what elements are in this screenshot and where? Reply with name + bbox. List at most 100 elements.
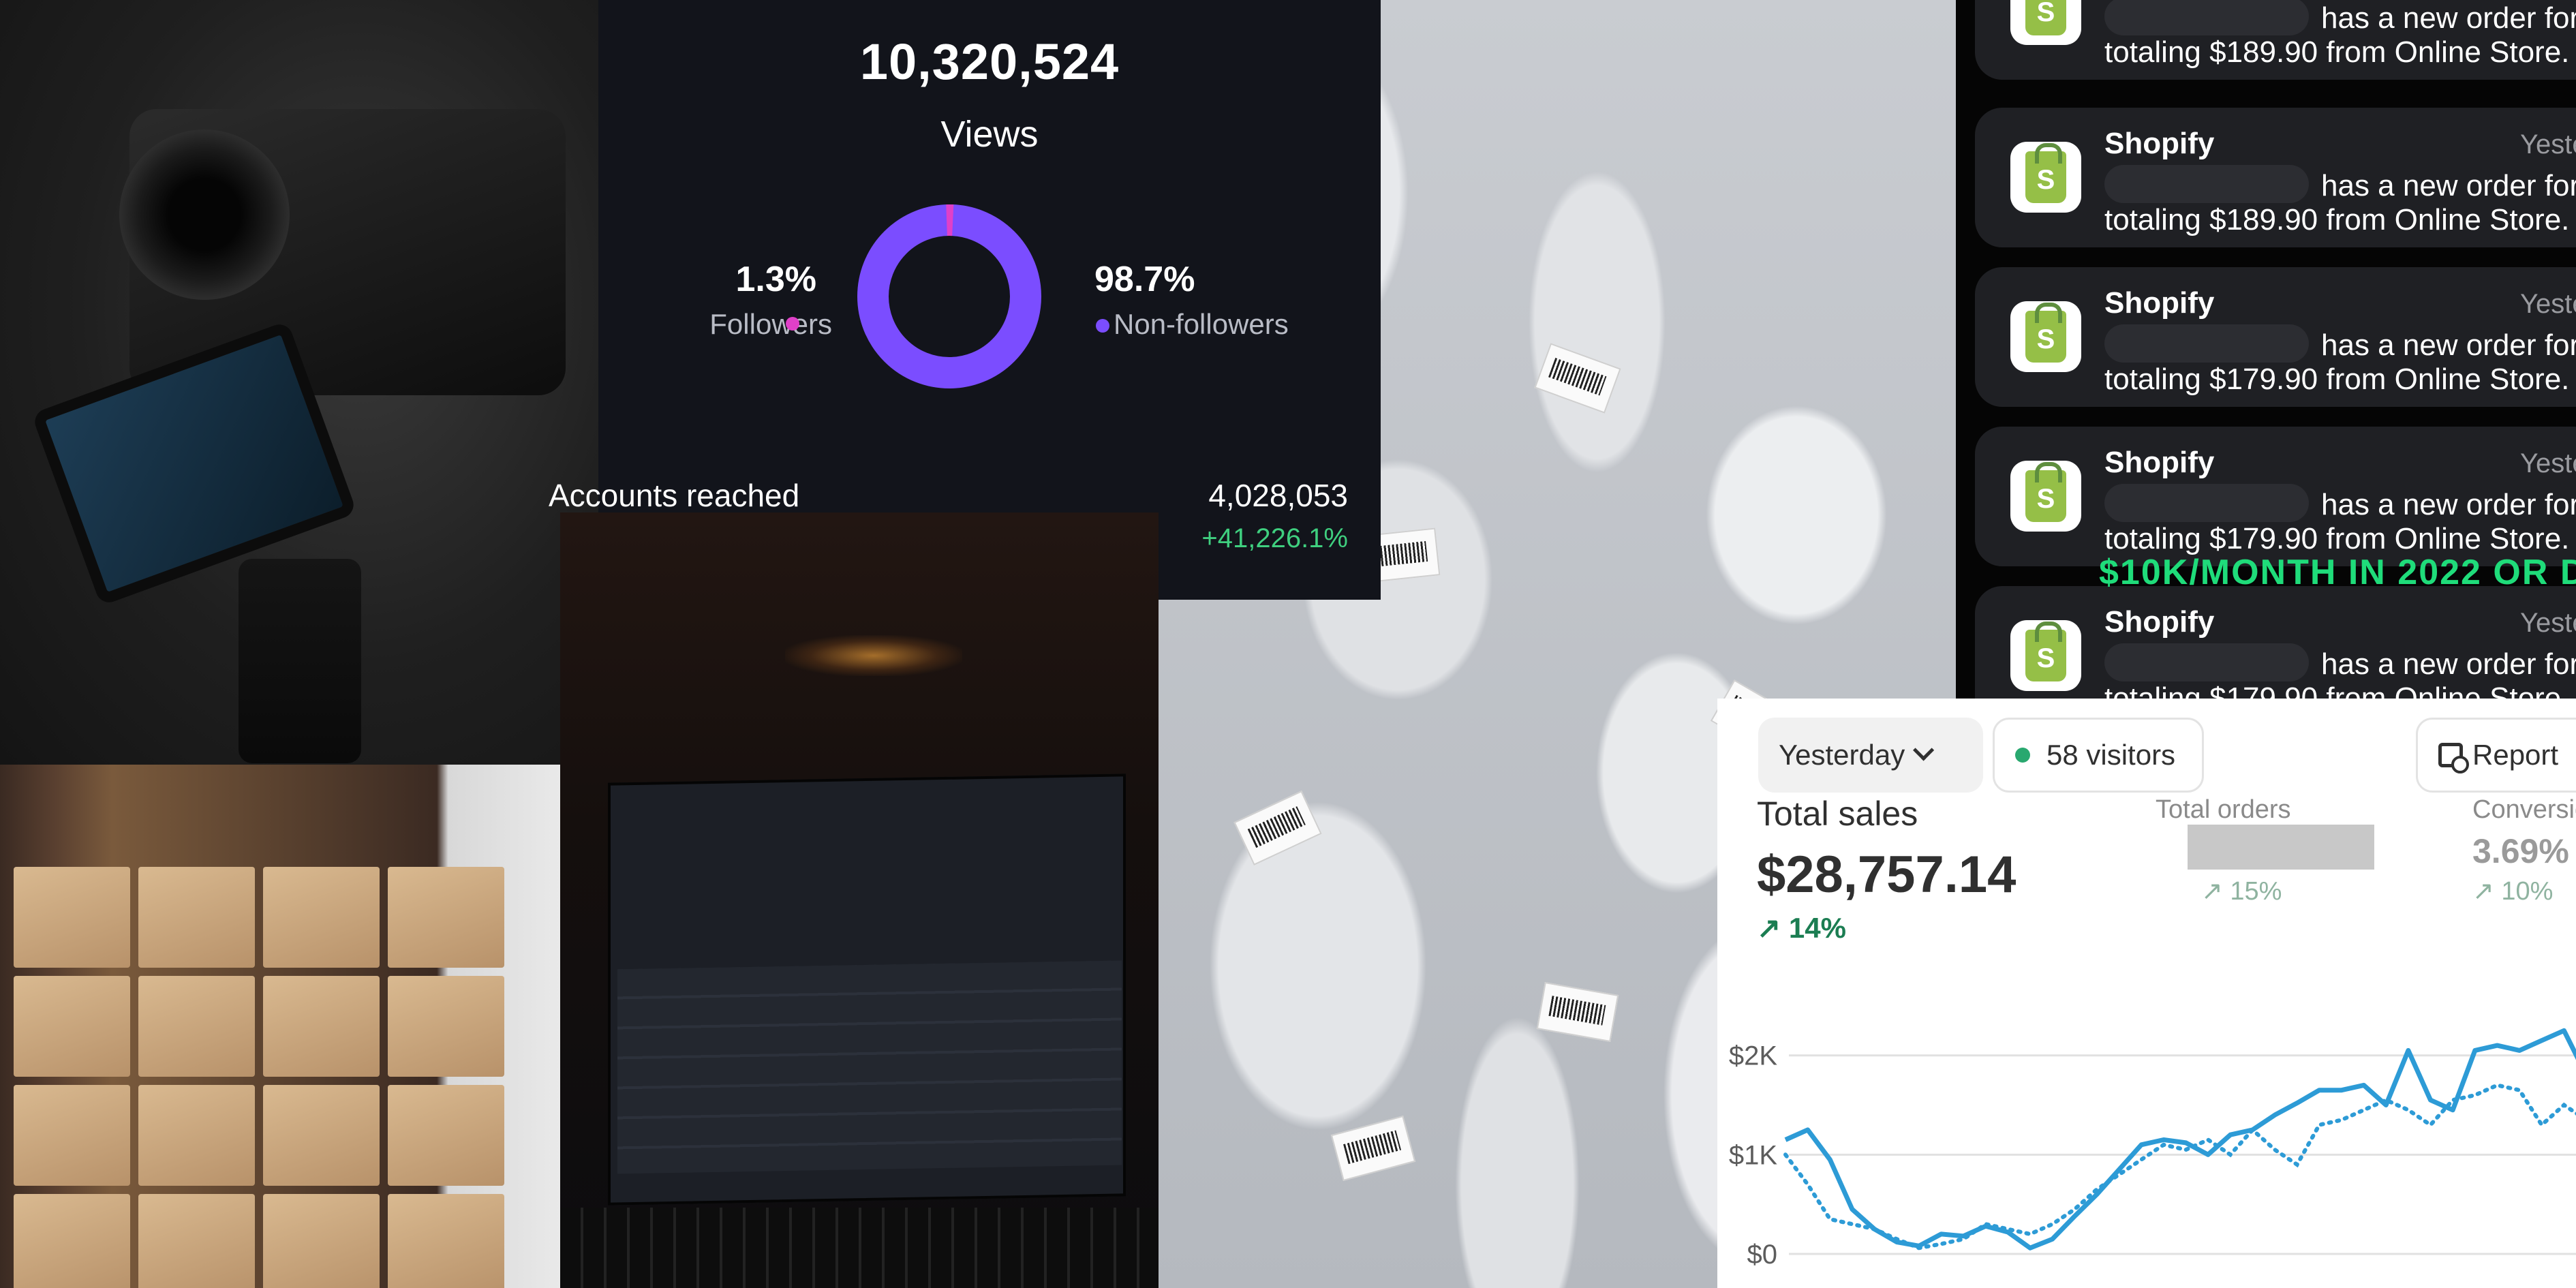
redacted-store-name xyxy=(2104,484,2309,522)
shopify-icon: S xyxy=(2010,301,2081,372)
redacted-store-name xyxy=(2104,643,2309,681)
notification-time: Yesterday xyxy=(2520,129,2576,159)
conversion-rate-change: ↗ 10% xyxy=(2472,877,2554,906)
nonfollowers-legend-dot xyxy=(1096,319,1109,333)
order-notification[interactable]: S Shopify Yesterday has a new order for … xyxy=(1975,427,2576,566)
video-editor-photo xyxy=(560,512,1159,1288)
cardboard-box xyxy=(138,1085,255,1186)
notification-time: Yesterday xyxy=(2520,289,2576,319)
shopify-icon: S xyxy=(2010,620,2081,691)
notification-text: has a new order for 1 xyxy=(2321,1,2576,35)
followers-arc xyxy=(857,204,1041,388)
editor-timeline xyxy=(617,960,1122,1174)
accounts-reached-background xyxy=(1159,470,1381,600)
order-notification[interactable]: S Shopify Yesterday has a new order for … xyxy=(1975,108,2576,247)
notification-text: has a new order for 1 xyxy=(2321,488,2576,521)
date-filter-dropdown[interactable]: Yesterday xyxy=(1758,718,1983,793)
shopify-icon: S xyxy=(2010,0,2081,45)
accounts-reached-label: Accounts reached xyxy=(549,478,800,513)
total-sales-change: ↗ 14% xyxy=(1757,912,1846,944)
cardboard-box xyxy=(14,867,130,968)
total-sales-value: $28,757.14 xyxy=(1757,846,2017,904)
cardboard-box xyxy=(263,867,380,968)
notification-text: totaling $189.90 from Online Store. xyxy=(2104,35,2570,69)
report-icon xyxy=(2438,743,2469,773)
sales-series-line xyxy=(1784,1028,2576,1251)
followers-percentage: 1.3% xyxy=(735,260,816,299)
followers-label: Followers xyxy=(709,308,832,340)
y-tick-label: $0 xyxy=(1747,1240,1778,1270)
live-visitors-chip[interactable]: 58 visitors xyxy=(1993,718,2204,793)
accounts-reached-value: 4,028,053 xyxy=(1208,478,1348,513)
notification-text: has a new order for 1 xyxy=(2321,328,2576,362)
y-tick-label: $1K xyxy=(1729,1140,1777,1170)
redacted-store-name xyxy=(2104,324,2309,363)
notification-app-name: Shopify xyxy=(2104,605,2215,639)
shopify-icon: S xyxy=(2010,142,2081,213)
cardboard-box xyxy=(138,1194,255,1288)
shipping-label xyxy=(1534,343,1621,414)
notification-stack: S has a new order for 1 totaling $189.90… xyxy=(1956,0,2576,726)
shipping-boxes-photo xyxy=(0,765,560,1288)
total-orders-label: Total orders xyxy=(2156,795,2291,824)
chevron-down-icon xyxy=(1913,739,1935,761)
cardboard-box xyxy=(14,1194,130,1288)
cardboard-box xyxy=(263,1085,380,1186)
cardboard-box xyxy=(388,1085,504,1186)
instagram-insights-card: 10,320,524 Views 1.3% Followers 98.7% No… xyxy=(598,0,1381,512)
camera-tripod xyxy=(239,559,361,763)
notification-text: totaling $189.90 from Online Store. xyxy=(2104,203,2570,236)
conversion-rate-value: 3.69% xyxy=(2472,832,2569,870)
cardboard-box xyxy=(388,1194,504,1288)
views-count: 10,320,524 xyxy=(859,33,1120,90)
order-notification[interactable]: S has a new order for 1 totaling $189.90… xyxy=(1975,0,2576,80)
shopify-icon: S xyxy=(2010,461,2081,532)
notification-app-name: Shopify xyxy=(2104,446,2215,479)
order-notification[interactable]: S Shopify Yesterday has a new order for … xyxy=(1975,267,2576,407)
live-status-dot xyxy=(2015,748,2030,763)
conversion-rate-label: Conversion rate xyxy=(2472,795,2576,824)
chart-y-ticks: $2K $1K $0 xyxy=(1729,1041,1777,1270)
shipping-label xyxy=(1233,791,1322,865)
sales-line-chart: $2K $1K $0 xyxy=(1729,1028,2576,1270)
camera-photo xyxy=(0,0,600,765)
cardboard-box xyxy=(138,867,255,968)
chart-grid xyxy=(1789,1054,2576,1255)
cardboard-box xyxy=(14,976,130,1077)
camera-lens xyxy=(119,129,290,300)
shopify-analytics-panel: Yesterday 58 visitors Report Total sales… xyxy=(1717,699,2576,1288)
comparison-series-line xyxy=(1783,1083,2576,1251)
notification-text: totaling $179.90 from Online Store. xyxy=(2104,363,2570,396)
report-label: Report xyxy=(2472,739,2559,771)
cardboard-box xyxy=(388,976,504,1077)
notification-app-name: Shopify xyxy=(2104,286,2215,320)
audience-donut-chart xyxy=(857,204,1041,388)
notification-time: Yesterday xyxy=(2520,448,2576,478)
followers-legend-dot xyxy=(786,317,799,331)
cardboard-box xyxy=(263,976,380,1077)
nonfollowers-label: Non-followers xyxy=(1114,308,1289,340)
notification-text: totaling $179.90 from Online Store. xyxy=(2104,522,2570,555)
accounts-reached-change: +41,226.1% xyxy=(1201,523,1348,553)
nonfollowers-arc xyxy=(857,204,1041,388)
laptop-keyboard xyxy=(560,1208,1159,1288)
motivation-banner: $10K/MONTH IN 2022 OR DIE TR xyxy=(2099,553,2576,592)
redacted-orders-value xyxy=(2188,825,2374,870)
shipping-label xyxy=(1330,1115,1416,1182)
box-stack xyxy=(14,867,504,1288)
y-tick-label: $2K xyxy=(1729,1041,1777,1071)
string-lights xyxy=(785,635,962,676)
laptop-screen xyxy=(608,773,1126,1206)
views-label: Views xyxy=(940,114,1039,155)
redacted-store-name xyxy=(2104,165,2309,203)
visitors-count: 58 visitors xyxy=(2046,739,2176,771)
total-sales-label: Total sales xyxy=(1757,795,1918,833)
report-button[interactable]: Report xyxy=(2416,718,2576,793)
notification-time: Yesterday xyxy=(2520,608,2576,638)
shipping-label xyxy=(1536,981,1619,1043)
notification-app-name: Shopify xyxy=(2104,127,2215,160)
notification-text: has a new order for 1 xyxy=(2321,169,2576,202)
cardboard-box xyxy=(263,1194,380,1288)
cardboard-box xyxy=(138,976,255,1077)
nonfollowers-percentage: 98.7% xyxy=(1094,260,1195,299)
